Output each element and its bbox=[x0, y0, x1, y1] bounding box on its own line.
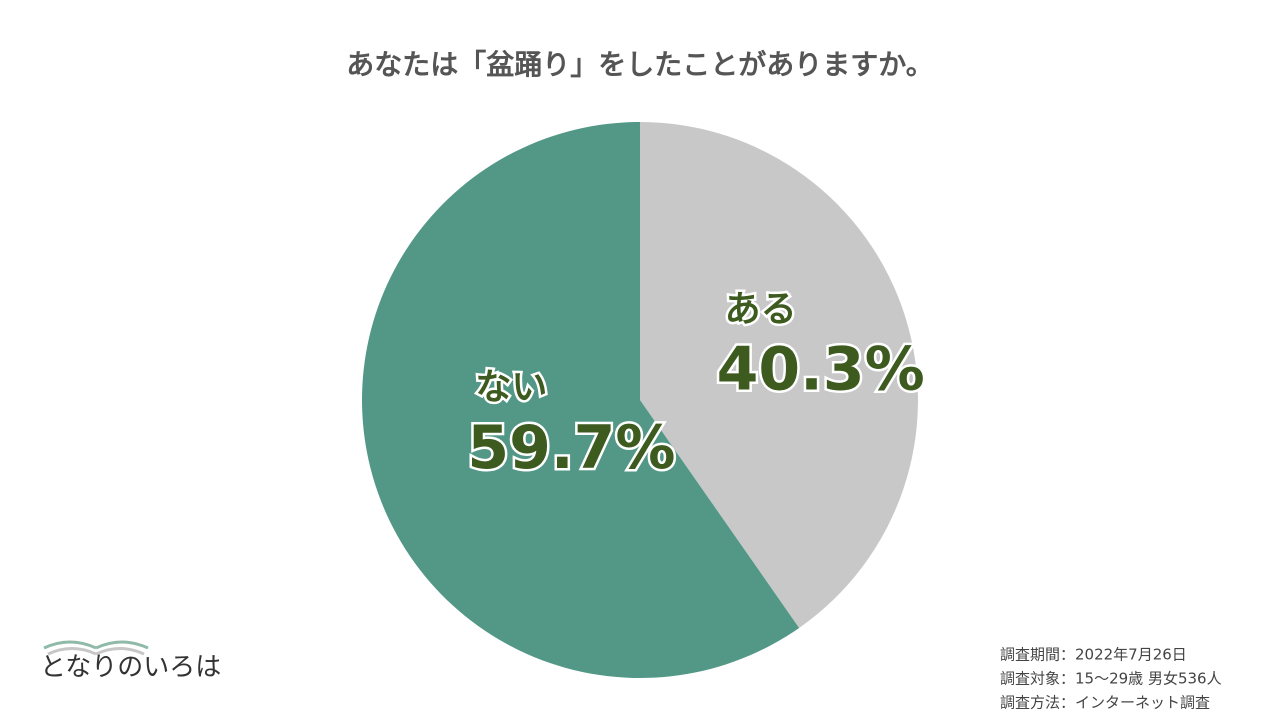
survey-note: 調査期間：2022年7月26日 bbox=[1000, 646, 1187, 664]
logo-decoration bbox=[43, 640, 149, 656]
value-label: 40.3% bbox=[717, 334, 925, 404]
logo: となりのいろは bbox=[40, 653, 221, 683]
slice-label: ある bbox=[725, 289, 797, 330]
value-label: 59.7% bbox=[467, 413, 675, 483]
pie-slice bbox=[640, 122, 918, 628]
survey-note: 調査対象：15〜29歳 男女536人 bbox=[1000, 670, 1222, 688]
slice-label: ない bbox=[475, 367, 547, 408]
chart-title: あなたは「盆踊り」をしたことがありますか。 bbox=[346, 48, 933, 81]
pie-slice bbox=[362, 122, 800, 678]
survey-note: 調査方法：インターネット調査 bbox=[1000, 694, 1210, 712]
